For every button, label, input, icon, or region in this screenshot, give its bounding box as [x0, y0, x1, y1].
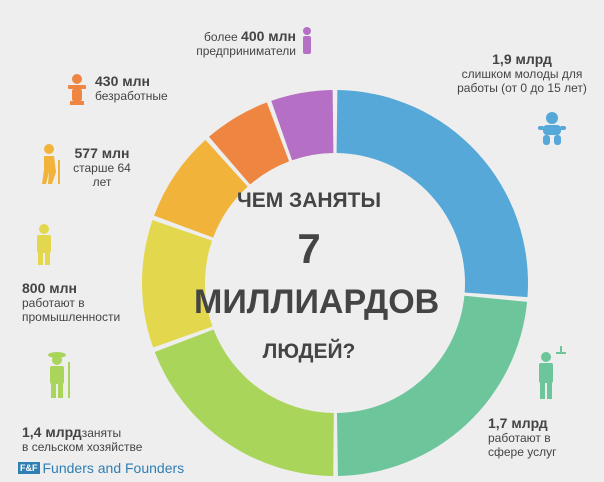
brand-logo: F&F: [18, 462, 40, 474]
baby-icon: [538, 112, 566, 145]
center-number: 7: [297, 225, 321, 272]
center-title-line1: ЧЕМ ЗАНЯТЫ: [236, 189, 382, 212]
label-elderly: 577 млн старше 64 лет: [73, 145, 131, 189]
label-agriculture: 1,4 млрдзаняты в сельском хозяйстве: [22, 424, 143, 454]
waiter-icon: [539, 346, 566, 399]
label-entrepreneurs: более 400 млн предприниматели: [196, 28, 296, 58]
businessman-icon: [303, 27, 311, 54]
unemployed-icon: [68, 74, 86, 105]
worker-icon: [37, 224, 51, 265]
brand-name: Funders and Founders: [42, 460, 185, 476]
label-unemployed: 430 млн безработные: [95, 73, 168, 103]
label-services: 1,7 млрд работают в сфере услуг: [488, 415, 557, 459]
donut-slice-3: [141, 220, 213, 348]
donut-slice-1: [336, 295, 528, 476]
label-young: 1,9 млрд слишком молоды для работы (от 0…: [457, 51, 587, 95]
donut-slice-0: [336, 90, 528, 298]
elder-icon: [42, 144, 60, 184]
center-title-line3: МИЛЛИАРДОВ: [194, 283, 440, 321]
footer-brand: F&F Funders and Founders: [18, 460, 184, 476]
label-industry: 800 млн работают в промышленности: [22, 280, 121, 324]
farmer-icon: [48, 352, 70, 398]
donut-slice-5: [208, 102, 290, 185]
donut-slice-6: [271, 90, 334, 161]
donut-slice-2: [154, 329, 334, 476]
center-title-line4: ЛЮДЕЙ?: [262, 340, 356, 363]
donut-slice-4: [154, 139, 248, 238]
